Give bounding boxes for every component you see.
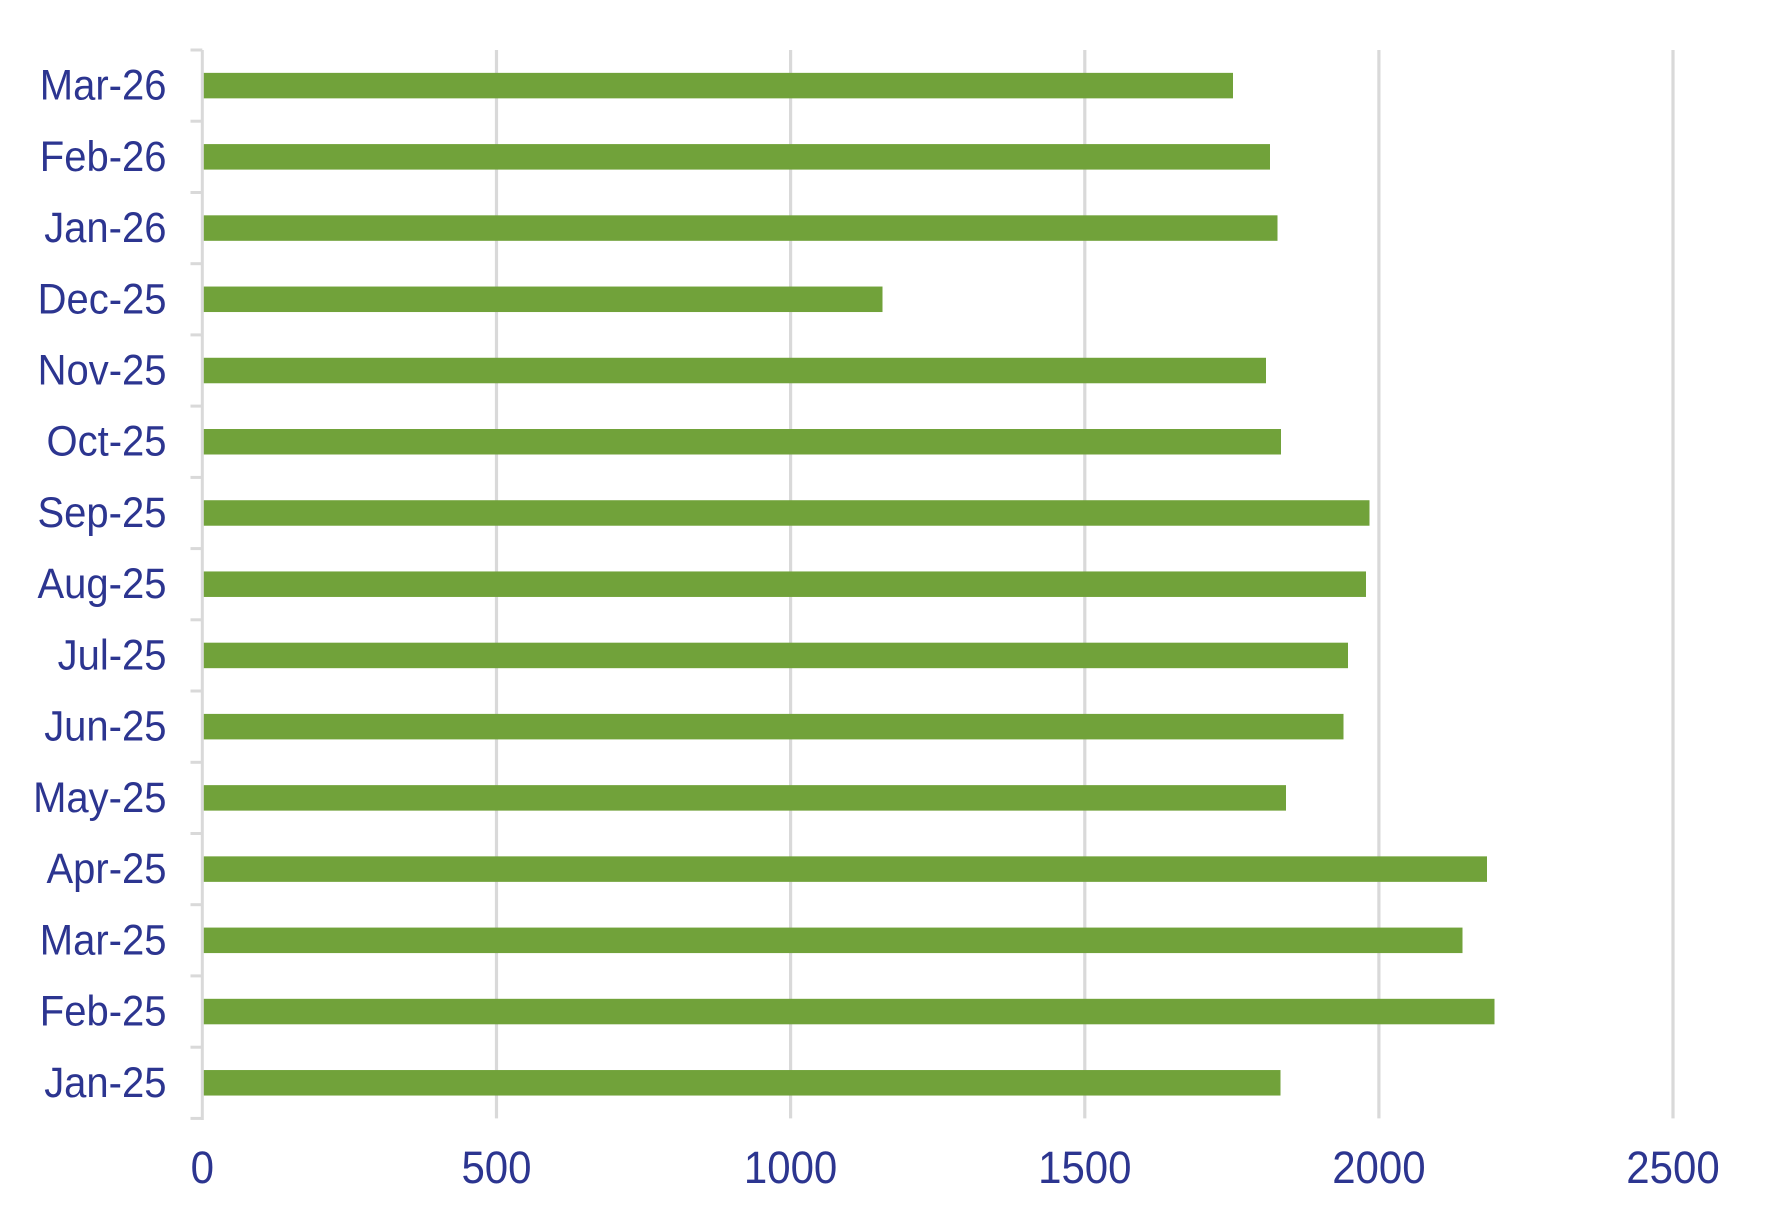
svg-text:Aug-25: Aug-25 [38, 560, 167, 608]
svg-text:Oct-25: Oct-25 [47, 418, 167, 466]
svg-text:1500: 1500 [1038, 1142, 1131, 1193]
svg-text:Jun-25: Jun-25 [44, 703, 166, 751]
svg-text:Mar-25: Mar-25 [40, 916, 167, 964]
svg-text:Nov-25: Nov-25 [38, 347, 167, 395]
svg-text:Apr-25: Apr-25 [47, 845, 167, 893]
svg-text:Mar-26: Mar-26 [40, 62, 167, 110]
svg-text:Jul-25: Jul-25 [58, 631, 167, 679]
svg-text:Feb-25: Feb-25 [40, 988, 167, 1036]
svg-text:Dec-25: Dec-25 [38, 275, 167, 323]
svg-text:0: 0 [191, 1142, 214, 1193]
svg-text:2500: 2500 [1626, 1142, 1719, 1193]
svg-text:Jan-26: Jan-26 [44, 204, 166, 252]
svg-text:May-25: May-25 [33, 774, 166, 822]
svg-text:Jan-25: Jan-25 [44, 1059, 166, 1107]
svg-text:Feb-26: Feb-26 [40, 133, 167, 181]
svg-text:2000: 2000 [1332, 1142, 1425, 1193]
svg-text:1000: 1000 [744, 1142, 837, 1193]
svg-text:Sep-25: Sep-25 [38, 489, 167, 537]
svg-text:500: 500 [461, 1142, 531, 1193]
